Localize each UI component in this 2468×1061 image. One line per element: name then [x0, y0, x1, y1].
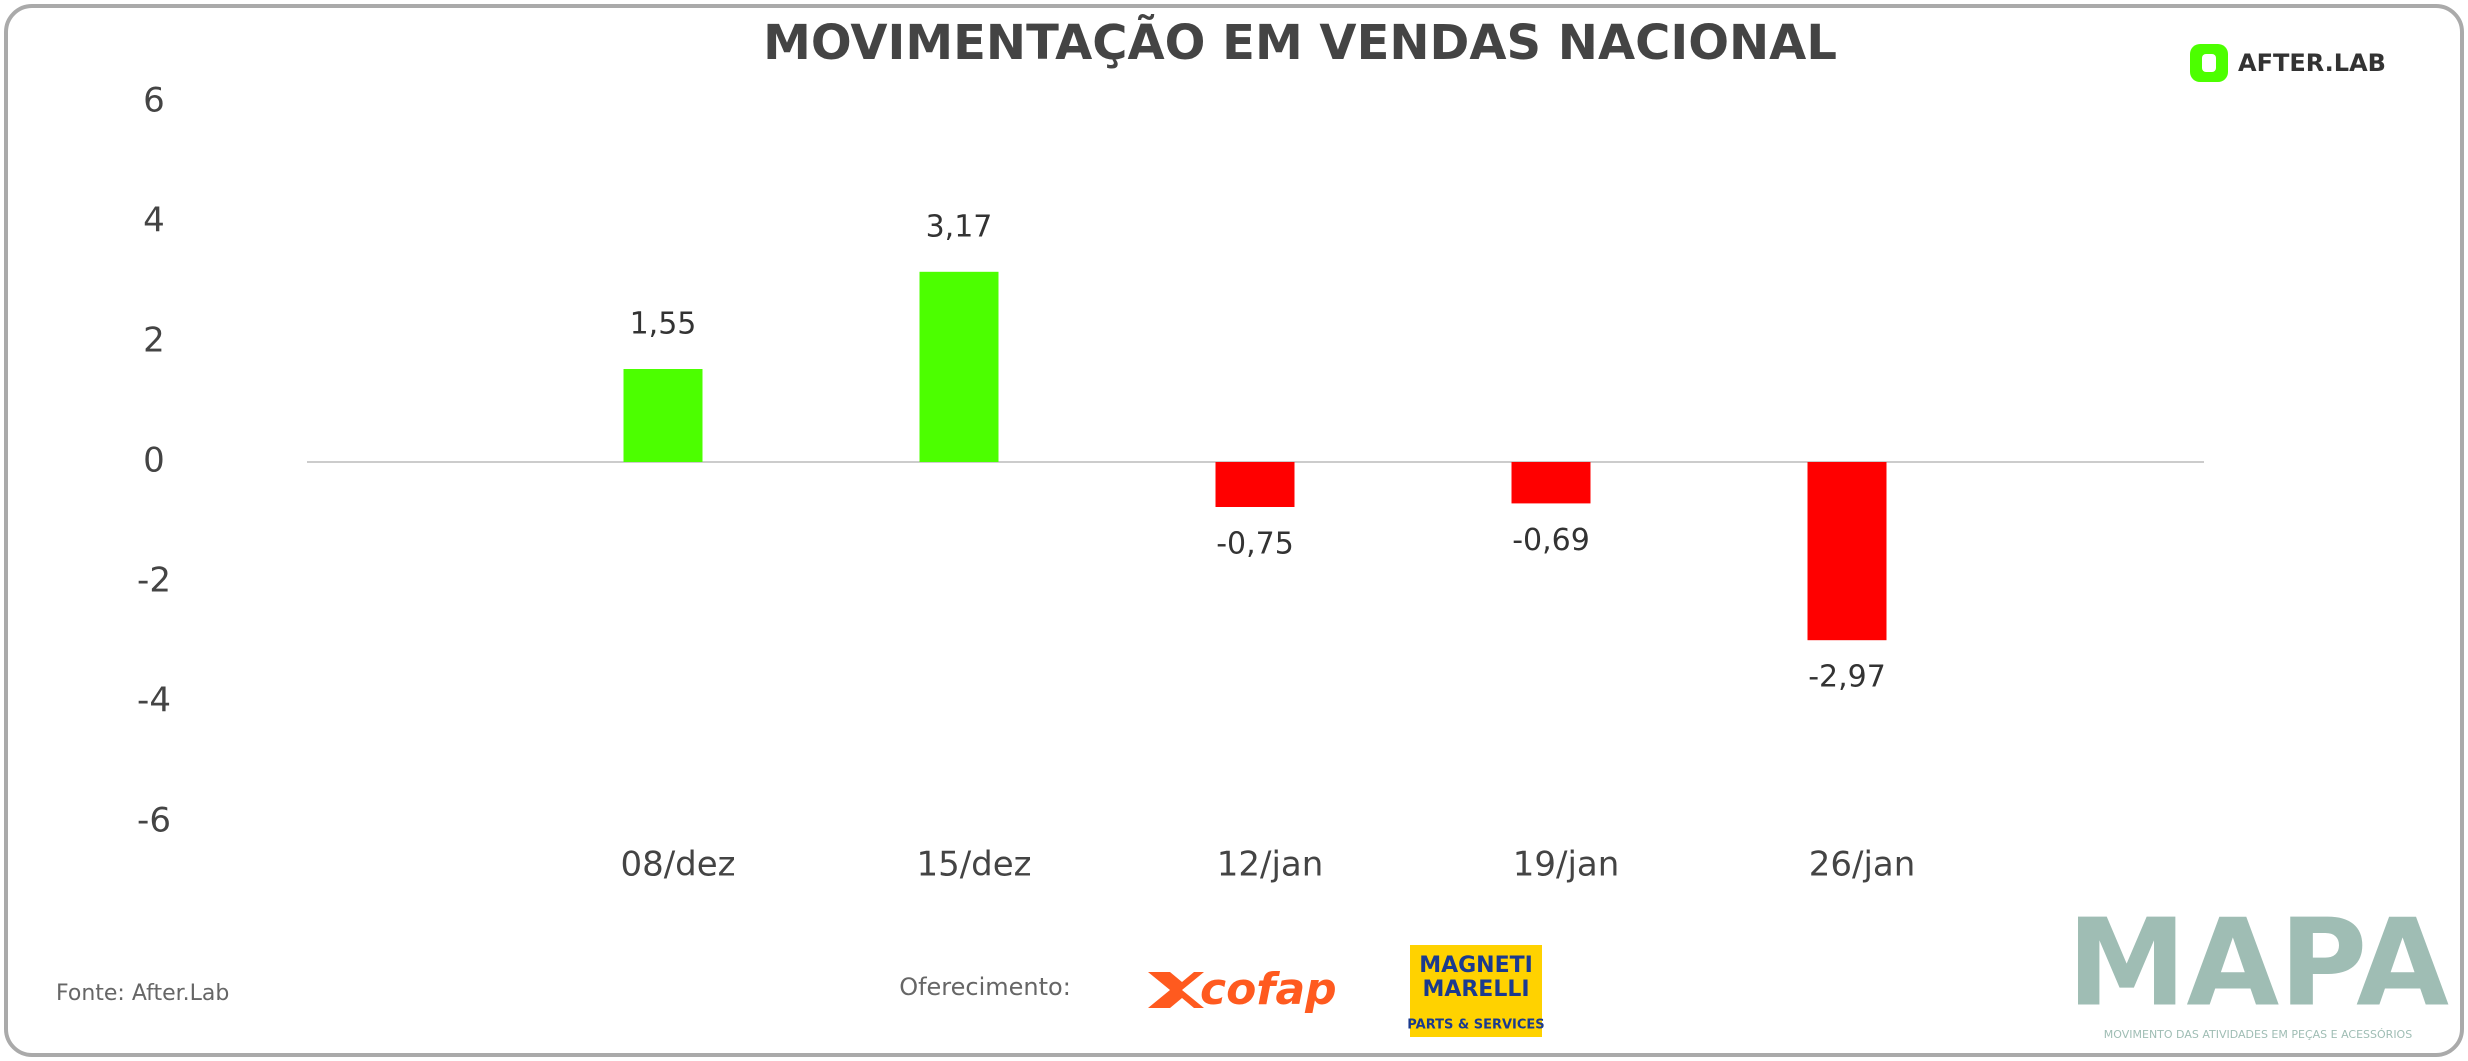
- x-tick-label: 12/jan: [1217, 845, 1324, 885]
- bar: [623, 369, 703, 462]
- x-tick-label: 15/dez: [916, 845, 1031, 885]
- value-label: -0,75: [1216, 527, 1294, 562]
- value-label: -0,69: [1512, 523, 1590, 558]
- cofap-text: cofap: [1200, 964, 1337, 1015]
- afterlab-logo: AFTER.LAB: [2190, 44, 2386, 82]
- y-tick-label: -2: [137, 561, 171, 601]
- y-tick-label: -6: [137, 801, 171, 841]
- marelli-logo: MAGNETI MARELLI PARTS & SERVICES: [1407, 945, 1545, 1037]
- sponsor-label: Oferecimento:: [899, 973, 1071, 1001]
- value-label: -2,97: [1808, 660, 1886, 695]
- x-tick-label: 08/dez: [620, 845, 735, 885]
- x-tick-label: 26/jan: [1809, 845, 1916, 885]
- x-tick-label: 19/jan: [1513, 845, 1620, 885]
- chart-title: MOVIMENTAÇÃO EM VENDAS NACIONAL: [763, 14, 1837, 71]
- cofap-icon: [1148, 972, 1204, 1008]
- value-label: 1,55: [630, 307, 697, 342]
- marelli-line-1: MAGNETI: [1419, 953, 1533, 978]
- bar: [1807, 462, 1887, 641]
- marelli-tagline: PARTS & SERVICES: [1407, 1018, 1544, 1033]
- bar: [1511, 462, 1591, 504]
- logo-icon-inner: [2202, 54, 2216, 72]
- frame: [4, 4, 2464, 1057]
- source: Fonte: After.Lab: [56, 981, 229, 1006]
- y-tick-label: 0: [143, 441, 165, 481]
- mapa-tagline: MOVIMENTO DAS ATIVIDADES EM PEÇAS E ACES…: [2104, 1028, 2412, 1041]
- y-tick-label: 6: [143, 81, 165, 121]
- value-label: 3,17: [926, 209, 993, 244]
- y-tick-label: -4: [137, 681, 171, 721]
- marelli-box: [1410, 945, 1542, 1037]
- logo-text: AFTER.LAB: [2238, 49, 2386, 77]
- y-tick-label: 4: [143, 201, 165, 241]
- mapa-logo: MAPA: [2067, 895, 2449, 1034]
- bar: [919, 271, 999, 462]
- marelli-line-2: MARELLI: [1422, 977, 1529, 1002]
- cofap-logo: cofap: [1148, 964, 1337, 1015]
- bar: [1215, 462, 1295, 507]
- y-tick-label: 2: [143, 321, 165, 361]
